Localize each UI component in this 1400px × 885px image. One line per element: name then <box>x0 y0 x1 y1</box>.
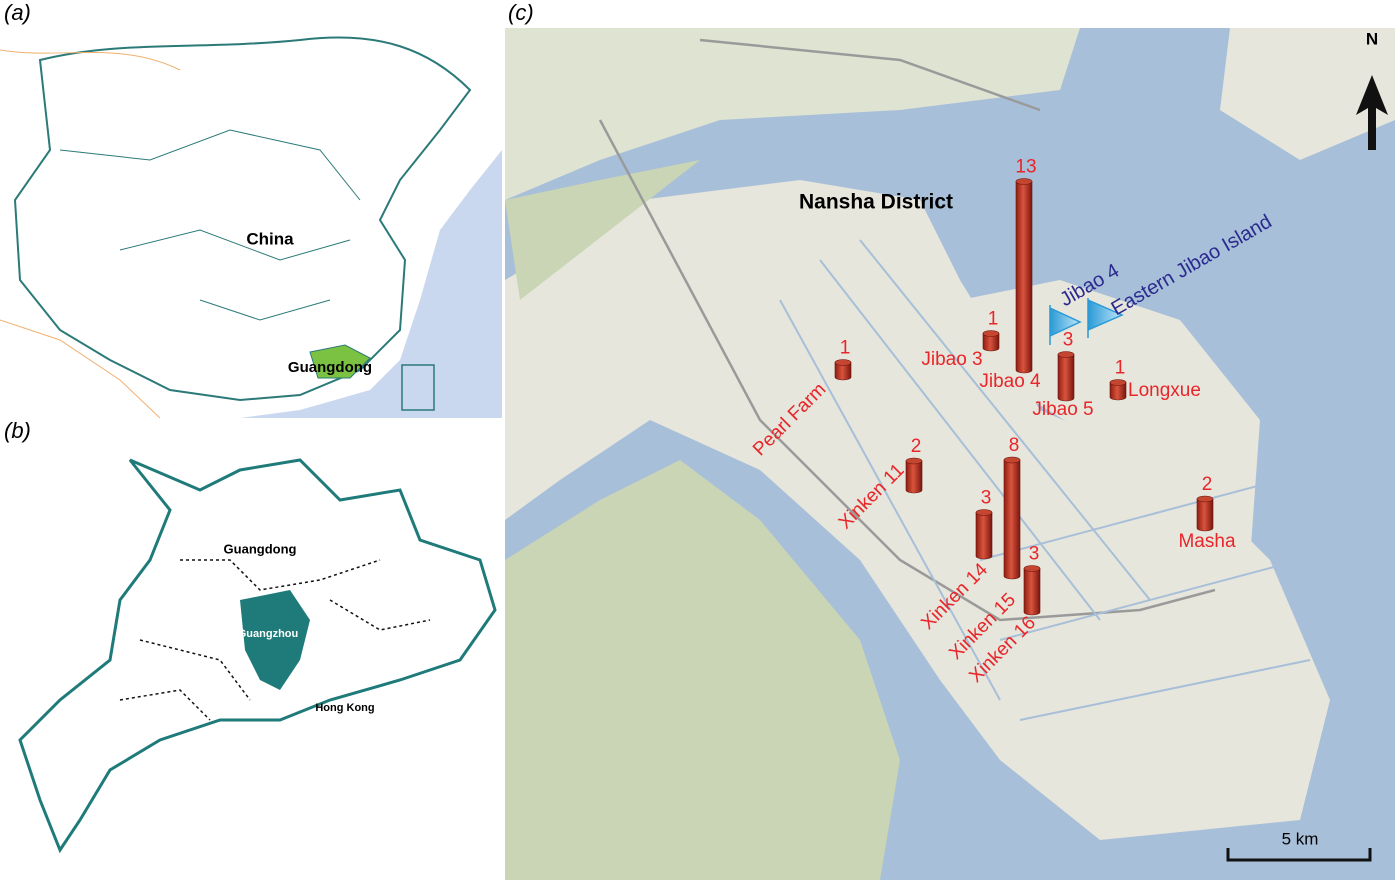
scale-label: 5 km <box>1282 829 1319 848</box>
site-cylinder <box>834 362 852 381</box>
site-cylinder <box>1057 354 1075 402</box>
site-name: Masha <box>1178 531 1235 552</box>
site-cylinder <box>1023 568 1041 616</box>
panel-label: (a) <box>4 0 31 25</box>
site-name: Longxue <box>1128 380 1201 401</box>
cylinder-top <box>1057 351 1075 358</box>
site-count: 1 <box>840 338 851 359</box>
cylinder-top <box>1015 178 1033 185</box>
site-count: 3 <box>981 488 992 509</box>
inset-box <box>401 364 435 411</box>
site-count: 1 <box>1115 358 1126 379</box>
canals <box>779 239 1311 721</box>
provinces <box>59 129 361 321</box>
place-label: China <box>246 229 294 248</box>
land <box>505 180 1330 840</box>
farmland <box>505 160 700 300</box>
cylinder-top <box>1023 565 1041 572</box>
site-count: 1 <box>988 309 999 330</box>
site-cylinder <box>1003 459 1021 580</box>
jibao-island <box>960 280 1260 600</box>
north-arrow <box>1356 75 1388 150</box>
site-cylinder <box>975 512 993 560</box>
cylinder-top <box>1109 379 1127 386</box>
scale-bar <box>1226 848 1372 862</box>
north-label: N <box>1366 29 1378 48</box>
cylinder-top <box>905 457 923 465</box>
cylinder-top <box>1003 456 1021 464</box>
site-count: 2 <box>1202 474 1213 495</box>
site-count: 8 <box>1009 435 1020 456</box>
site-name: Jibao 4 <box>979 371 1041 392</box>
farmland <box>505 460 900 880</box>
site-cylinder <box>982 333 1000 352</box>
place-label: Hong Kong <box>315 702 374 714</box>
city-borders <box>119 559 431 721</box>
flag <box>1049 305 1082 345</box>
panel-b-map: Guangdong Guangzhou Hong Kong <box>18 458 497 854</box>
panel-label: (c) <box>508 0 534 25</box>
cylinder-top <box>1196 495 1214 503</box>
panel-c-map <box>505 28 1395 880</box>
site-count: 3 <box>1029 544 1040 565</box>
cylinder-top <box>834 359 852 366</box>
site-count: 3 <box>1063 330 1074 351</box>
china-outline <box>13 36 472 402</box>
land <box>0 28 502 418</box>
site-cylinder <box>905 460 923 494</box>
place-label: Guangzhou <box>238 628 299 640</box>
flag <box>1087 298 1124 338</box>
site-count: 13 <box>1015 157 1036 178</box>
site-cylinder <box>1196 498 1214 532</box>
site-cylinder <box>1109 382 1127 401</box>
place-label: Guangdong <box>288 359 372 376</box>
panel-label: (b) <box>4 418 31 443</box>
cylinder-top <box>982 330 1000 337</box>
district-label: Nansha District <box>799 191 953 214</box>
place-label: Guangdong <box>224 541 297 556</box>
panel-a-map: China Guangdong <box>0 28 502 418</box>
guangdong-highlight <box>309 344 371 379</box>
site-count: 2 <box>911 436 922 457</box>
land <box>1220 28 1395 160</box>
roads <box>598 38 1216 622</box>
borders <box>0 49 181 418</box>
site-name: Jibao 3 <box>921 349 982 370</box>
site-cylinder <box>1015 181 1033 374</box>
guangzhou-highlight <box>240 590 310 690</box>
cylinder-top <box>975 509 993 516</box>
land <box>505 28 1080 200</box>
site-name: Jibao 5 <box>1032 399 1093 420</box>
